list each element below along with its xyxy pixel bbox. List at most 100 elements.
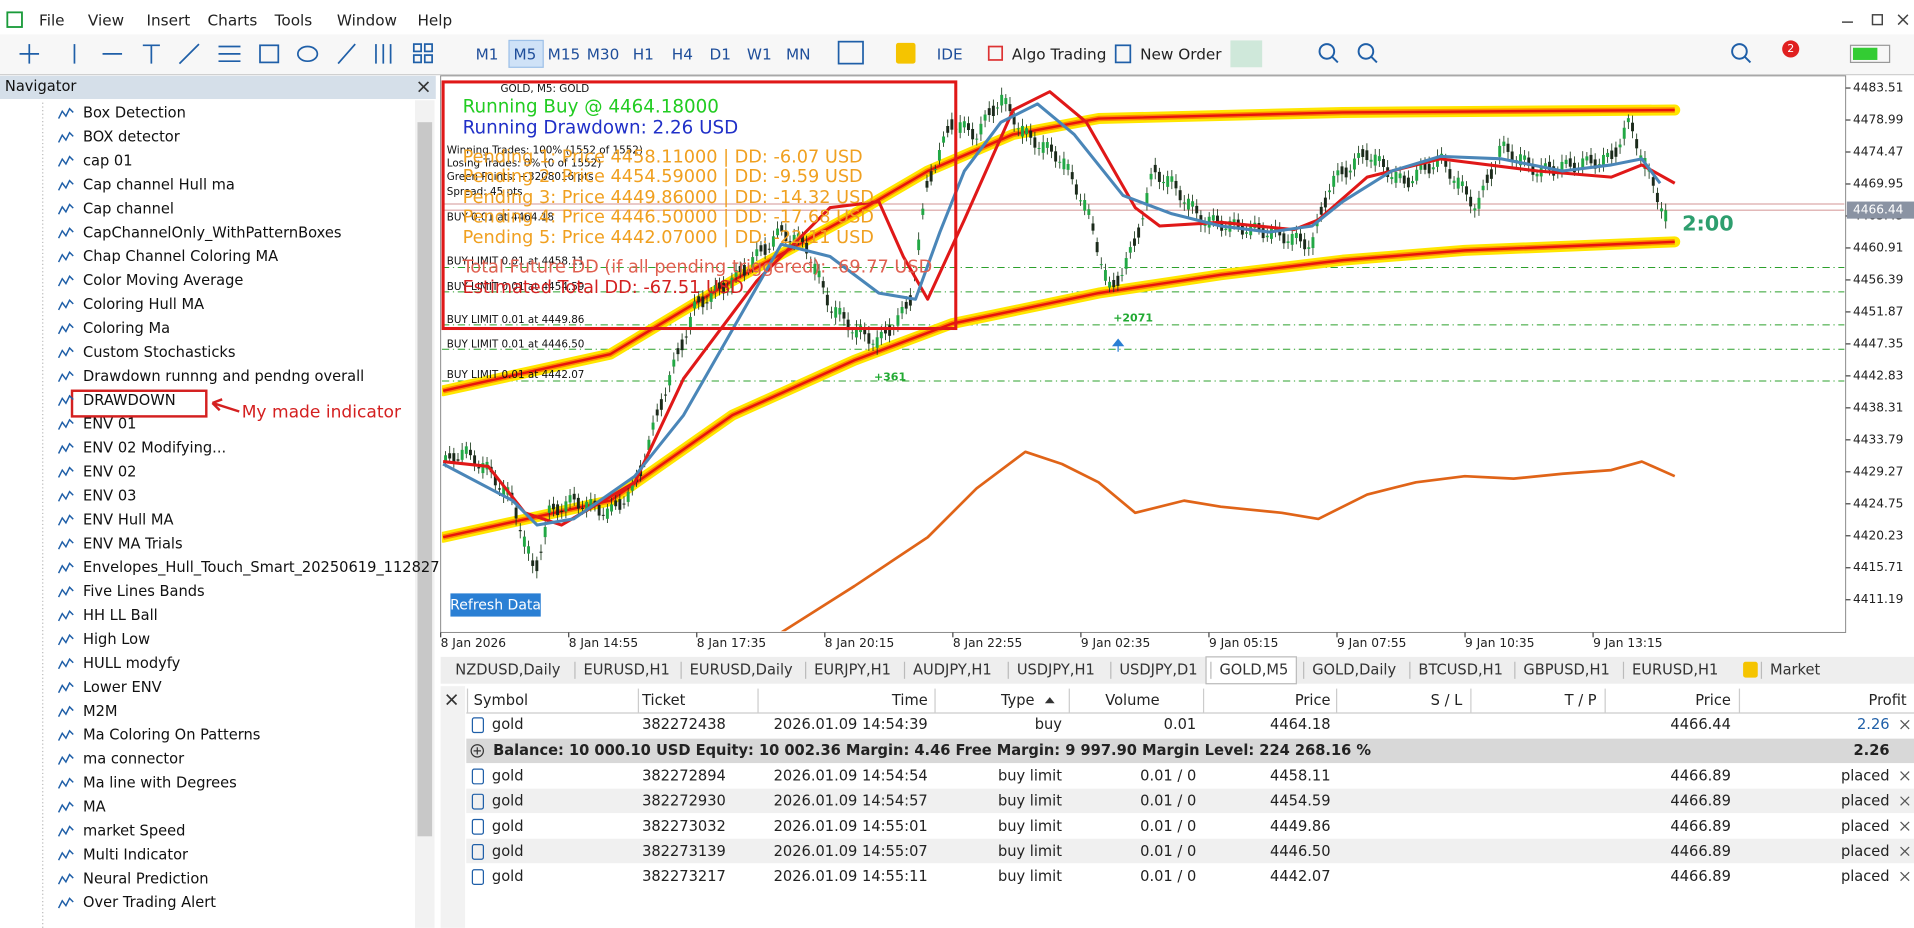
candle-body bbox=[1652, 177, 1655, 186]
candle-body bbox=[1125, 258, 1128, 269]
navigator-item[interactable]: ENV 02 bbox=[83, 464, 136, 481]
trade-button[interactable] bbox=[896, 43, 916, 64]
navigator-item[interactable]: Chap Channel Coloring MA bbox=[83, 248, 278, 265]
navigator-item[interactable]: Ma line with Degrees bbox=[83, 775, 237, 792]
candle-body bbox=[768, 249, 771, 250]
menu-item[interactable]: Tools bbox=[274, 11, 313, 29]
chart-tab[interactable]: GBPUSD,H1 bbox=[1523, 661, 1609, 678]
pending-line: Pending 1: Price 4458.11000 | DD: -6.07 … bbox=[463, 148, 863, 168]
navigator-item[interactable]: Envelopes_Hull_Touch_Smart_20250619_1128… bbox=[83, 559, 440, 576]
timeframe-button[interactable]: M30 bbox=[587, 46, 620, 64]
candle-body bbox=[1590, 155, 1593, 163]
candle-body bbox=[1664, 210, 1667, 221]
navigator-item[interactable]: Ma Coloring On Patterns bbox=[83, 727, 260, 744]
navigator-item[interactable]: ma connector bbox=[83, 751, 185, 768]
navigator-item[interactable]: HH LL Ball bbox=[83, 607, 158, 624]
menu-item[interactable]: View bbox=[88, 11, 124, 29]
navigator-item[interactable]: Lower ENV bbox=[83, 679, 162, 696]
candle-body bbox=[1324, 198, 1327, 208]
navigator-item[interactable]: HULL modyfy bbox=[83, 655, 181, 672]
chart-tab[interactable]: GOLD,M5 bbox=[1219, 661, 1288, 678]
column-header[interactable]: Symbol bbox=[474, 692, 528, 709]
order-cell: gold bbox=[492, 793, 524, 810]
timeframe-button[interactable]: H1 bbox=[633, 46, 654, 64]
navigator-item[interactable]: market Speed bbox=[83, 822, 185, 839]
navigator-item[interactable]: ENV 02 Modifying... bbox=[83, 440, 226, 457]
order-cell: 382273217 bbox=[642, 868, 726, 885]
navigator-item[interactable]: Coloring Hull MA bbox=[83, 296, 204, 313]
navigator-item[interactable]: Cap channel bbox=[83, 200, 174, 217]
navigator-item[interactable]: ENV MA Trials bbox=[83, 535, 183, 552]
menu-item[interactable]: Insert bbox=[146, 11, 190, 29]
navigator-item[interactable]: Over Trading Alert bbox=[83, 894, 216, 911]
column-header[interactable]: Type bbox=[1000, 692, 1035, 709]
menu-item[interactable]: File bbox=[39, 11, 65, 29]
candle-body bbox=[573, 494, 576, 500]
navigator-item[interactable]: Multi Indicator bbox=[83, 846, 189, 863]
navigator-item[interactable]: Neural Prediction bbox=[83, 870, 209, 887]
chart-tab[interactable]: USDJPY,D1 bbox=[1119, 661, 1197, 678]
menu-item[interactable]: Help bbox=[417, 11, 452, 29]
navigator-item[interactable]: Five Lines Bands bbox=[83, 583, 205, 600]
column-header[interactable]: Profit bbox=[1869, 692, 1907, 709]
chart-tab[interactable]: BTCUSD,H1 bbox=[1418, 661, 1503, 678]
navigator-item[interactable]: Color Moving Average bbox=[83, 272, 243, 289]
navigator-item[interactable]: Custom Stochasticks bbox=[83, 344, 235, 361]
menu-item[interactable]: Window bbox=[337, 11, 397, 29]
chart-tab[interactable]: AUDJPY,H1 bbox=[913, 661, 992, 678]
navigator-item[interactable]: BOX detector bbox=[83, 129, 181, 146]
ide-button[interactable]: IDE bbox=[937, 46, 963, 64]
navigator-item[interactable]: Cap channel Hull ma bbox=[83, 176, 235, 193]
timeframe-button[interactable]: M1 bbox=[476, 46, 499, 64]
chart-tab[interactable]: EURUSD,H1 bbox=[583, 661, 669, 678]
chart-tab[interactable]: NZDUSD,Daily bbox=[455, 661, 560, 678]
order-cell: 0.01 / 0 bbox=[1140, 868, 1196, 885]
navigator-item[interactable]: Coloring Ma bbox=[83, 320, 170, 337]
chart-tab[interactable]: GOLD,Daily bbox=[1312, 661, 1396, 678]
menu-item[interactable]: Charts bbox=[208, 11, 258, 29]
candles-toggle[interactable] bbox=[1230, 40, 1262, 67]
column-header[interactable]: Ticket bbox=[641, 692, 686, 709]
timeframe-button[interactable]: M5 bbox=[513, 46, 536, 64]
chart-tab[interactable]: USDJPY,H1 bbox=[1017, 661, 1095, 678]
candle-body bbox=[1382, 159, 1385, 167]
navigator-item[interactable]: DRAWDOWN bbox=[83, 392, 176, 409]
indicator-icon bbox=[59, 898, 74, 908]
navigator-item[interactable]: ENV 01 bbox=[83, 416, 136, 433]
timeframe-button[interactable]: W1 bbox=[747, 46, 772, 64]
chart-tab[interactable]: EURJPY,H1 bbox=[814, 661, 891, 678]
timeframe-button[interactable]: D1 bbox=[709, 46, 730, 64]
candle-body bbox=[1108, 282, 1111, 288]
chart-tab[interactable]: EURUSD,H1 bbox=[1632, 661, 1718, 678]
refresh-button[interactable]: Refresh Data bbox=[450, 598, 541, 614]
navigator-item[interactable]: Box Detection bbox=[83, 105, 186, 122]
scrollbar-thumb[interactable] bbox=[417, 122, 432, 836]
column-header[interactable]: Volume bbox=[1105, 692, 1159, 709]
price-axis-label: 4424.75 bbox=[1853, 496, 1903, 510]
navigator-item[interactable]: M2M bbox=[83, 703, 118, 720]
navigator-item[interactable]: ENV 03 bbox=[83, 487, 136, 504]
algo-trading-button[interactable]: Algo Trading bbox=[1012, 46, 1106, 64]
candle-body bbox=[1403, 176, 1406, 184]
navigator-item[interactable]: Drawdown runnng and pendng overall bbox=[83, 368, 364, 385]
candle-body bbox=[1332, 176, 1335, 187]
column-header[interactable]: Price bbox=[1295, 692, 1331, 709]
timeframe-button[interactable]: MN bbox=[786, 46, 811, 64]
navigator-item[interactable]: ENV Hull MA bbox=[83, 511, 173, 528]
chart-tab[interactable]: EURUSD,Daily bbox=[690, 661, 793, 678]
timeframe-button[interactable]: M15 bbox=[548, 46, 581, 64]
new-order-button[interactable]: New Order bbox=[1140, 46, 1222, 64]
navigator-item[interactable]: CapChannelOnly_WithPatternBoxes bbox=[83, 224, 342, 241]
column-header[interactable]: T / P bbox=[1564, 692, 1597, 709]
indicator-icon bbox=[59, 468, 74, 478]
notification-count: 2 bbox=[1787, 42, 1794, 55]
timeframe-button[interactable]: H4 bbox=[672, 46, 693, 64]
navigator-item[interactable]: cap 01 bbox=[83, 153, 133, 170]
column-header[interactable]: Time bbox=[891, 692, 928, 709]
navigator-item[interactable]: High Low bbox=[83, 631, 150, 648]
navigator-item[interactable]: MA bbox=[83, 798, 106, 815]
column-header[interactable]: S / L bbox=[1431, 692, 1464, 709]
running-drawdown: Running Drawdown: 2.26 USD bbox=[463, 117, 739, 138]
chart-tab[interactable]: Market bbox=[1770, 661, 1821, 678]
column-header[interactable]: Price bbox=[1695, 692, 1731, 709]
